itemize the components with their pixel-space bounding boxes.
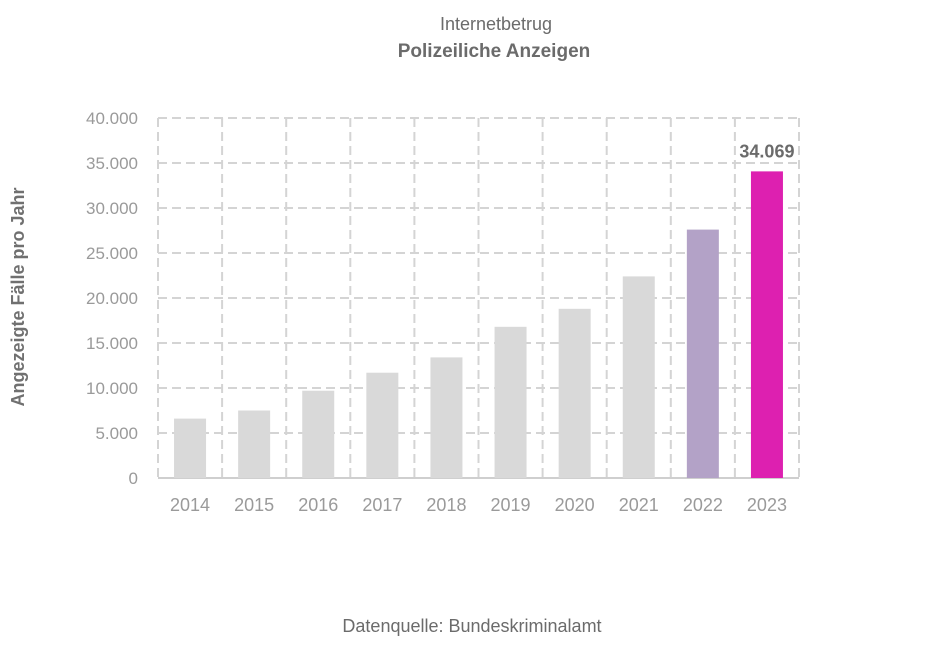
bar-2015 bbox=[238, 410, 271, 478]
x-axis-ticks: 2014 2015 2016 2017 2018 2019 2020 2021 2022 2023 bbox=[170, 495, 787, 515]
y-tick-label: 30.000 bbox=[86, 199, 138, 218]
x-tick-label: 2019 bbox=[491, 495, 531, 515]
bar-2019 bbox=[494, 326, 527, 478]
y-tick-label: 5.000 bbox=[95, 424, 138, 443]
chart-subtitle: Polizeiliche Anzeigen bbox=[398, 41, 591, 62]
x-tick-label: 2014 bbox=[170, 495, 210, 515]
y-axis-label: Angezeigte Fälle pro Jahr bbox=[8, 187, 28, 406]
y-tick-label: 35.000 bbox=[86, 154, 138, 173]
x-tick-label: 2017 bbox=[362, 495, 402, 515]
bar-2023 bbox=[750, 171, 783, 478]
bar-2016 bbox=[302, 390, 335, 478]
bar-2018 bbox=[430, 357, 463, 478]
y-axis-ticks: 0 5.000 10.000 15.000 20.000 25.000 30.000 35.0… bbox=[86, 109, 138, 488]
data-labels: 34.069 bbox=[739, 141, 794, 161]
bar-2020 bbox=[558, 308, 591, 478]
x-tick-label: 2023 bbox=[747, 495, 787, 515]
bar-2021 bbox=[622, 276, 655, 478]
y-tick-label: 20.000 bbox=[86, 289, 138, 308]
y-tick-label: 40.000 bbox=[86, 109, 138, 128]
chart-title: Internetbetrug bbox=[440, 14, 552, 34]
x-tick-label: 2018 bbox=[426, 495, 466, 515]
bar-2022 bbox=[686, 229, 719, 478]
bars bbox=[174, 171, 783, 478]
x-tick-label: 2022 bbox=[683, 495, 723, 515]
x-tick-label: 2016 bbox=[298, 495, 338, 515]
bar-2014 bbox=[174, 418, 207, 478]
y-tick-label: 25.000 bbox=[86, 244, 138, 263]
y-tick-label: 10.000 bbox=[86, 379, 138, 398]
x-tick-label: 2015 bbox=[234, 495, 274, 515]
x-tick-label: 2021 bbox=[619, 495, 659, 515]
bar-2017 bbox=[366, 372, 399, 478]
x-tick-label: 2020 bbox=[555, 495, 595, 515]
data-label: 34.069 bbox=[739, 141, 794, 161]
y-tick-label: 0 bbox=[129, 469, 138, 488]
data-source: Datenquelle: Bundeskriminalamt bbox=[342, 616, 601, 636]
y-tick-label: 15.000 bbox=[86, 334, 138, 353]
